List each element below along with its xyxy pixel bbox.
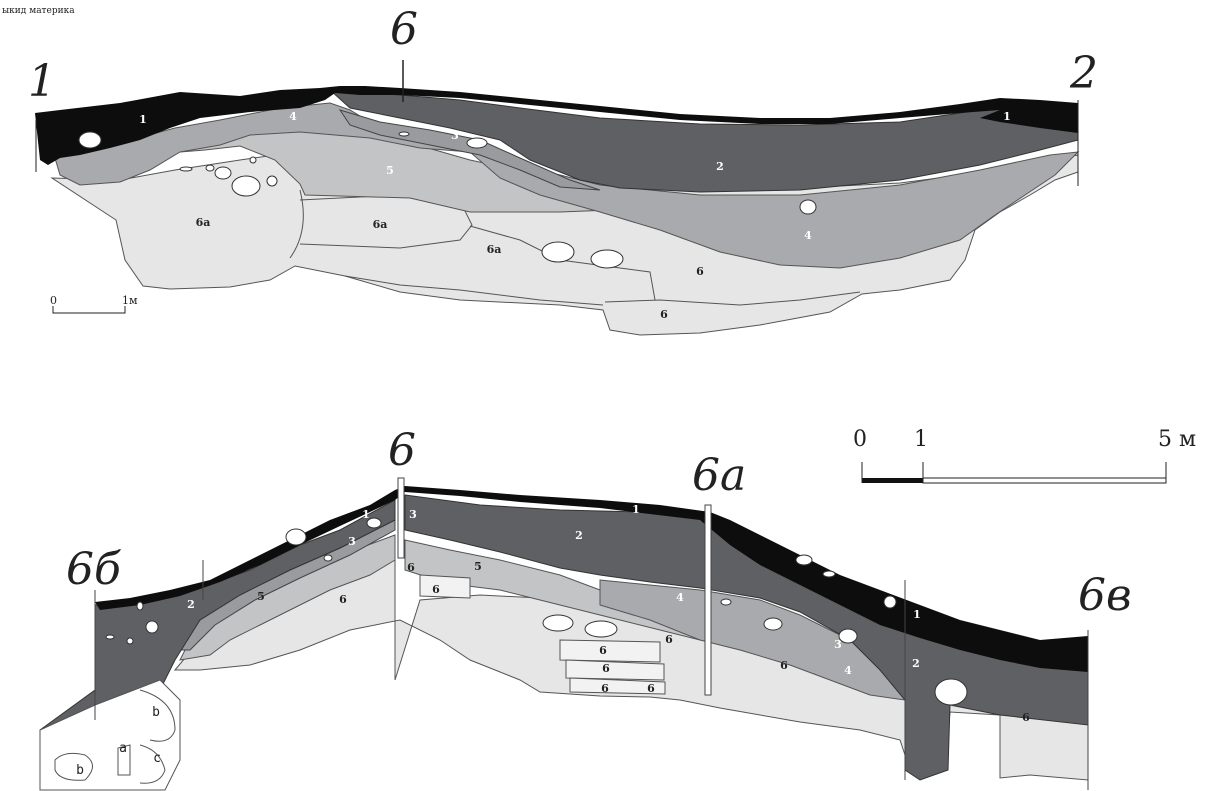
- s2-scale-zero: 0: [853, 427, 867, 452]
- s1-scale-one: 1м: [122, 294, 138, 307]
- layer-2-area: [328, 89, 1079, 193]
- s1-label-6a-1: 6а: [196, 216, 211, 229]
- s2-label-6g: 6: [647, 682, 655, 695]
- s2-label-6c: 6: [432, 583, 440, 596]
- s2-label-6i: 6: [1022, 711, 1030, 724]
- s1-label-2: 2: [716, 160, 724, 173]
- s2-step-bands: [419, 574, 666, 695]
- s2-label-6b: 6: [407, 561, 415, 574]
- pit-label-a: a: [119, 741, 127, 756]
- s1-label-4b: 4: [804, 229, 812, 242]
- s2-label-3b: 3: [348, 535, 356, 548]
- s2-label-2b: 2: [575, 529, 583, 542]
- section-1: 1 6 2 1 1 2 3 4 4 5 6а 6а 6а 6 6 0 1м: [28, 4, 1098, 336]
- s2-label-6j: 6: [601, 682, 609, 695]
- pit-label-b2: b: [76, 763, 84, 778]
- section-1-endpoint-left: 1: [28, 56, 56, 107]
- s2-layer-1-area: [95, 486, 1088, 672]
- s2-layer-4-area: [599, 579, 906, 701]
- section-2-endpoint-left: 6б: [66, 544, 121, 595]
- s2-label-5a: 5: [257, 590, 265, 603]
- s1-label-6a-2: 6а: [373, 218, 388, 231]
- s1-label-1b: 1: [1003, 110, 1011, 123]
- section-2-scale-bar: 0 1 5 м: [853, 427, 1196, 484]
- section-2-endpoint-mid: 6: [388, 425, 416, 476]
- stones: [78, 131, 817, 269]
- top-note: ыкид материка: [2, 6, 75, 16]
- s1-label-1a: 1: [139, 113, 147, 126]
- section-1-endpoint-mid: 6: [390, 4, 418, 55]
- section-2-endpoint-mid2: 6а: [692, 450, 746, 501]
- layer-6a-boundaries: [289, 189, 861, 306]
- s2-cut-lines: [94, 477, 1089, 790]
- section-1-endpoint-right: 2: [1069, 48, 1098, 99]
- section-2-endpoint-right: 6в: [1078, 570, 1132, 621]
- s2-label-2a: 2: [187, 598, 195, 611]
- s1-label-6-2: 6: [660, 308, 668, 321]
- s2-label-5b: 5: [474, 560, 482, 573]
- s2-pit: b a b c: [39, 679, 181, 791]
- s1-scale-zero: 0: [50, 294, 57, 307]
- s2-label-6e: 6: [599, 644, 607, 657]
- s2-label-2c: 2: [912, 657, 920, 670]
- s1-label-6-1: 6: [696, 265, 704, 278]
- section-2: b a b c: [39, 425, 1196, 791]
- s2-label-3c: 3: [834, 638, 842, 651]
- s2-stones: [105, 517, 968, 706]
- s1-label-4a: 4: [289, 110, 297, 123]
- s2-label-4b: 4: [844, 664, 852, 677]
- section-1-scale-bar: 0 1м: [50, 294, 138, 314]
- layer-3-area: [338, 109, 601, 191]
- s2-label-3a: 3: [409, 508, 417, 521]
- s2-scale-five: 5 м: [1158, 427, 1196, 452]
- pit-label-c: c: [153, 751, 161, 766]
- s2-label-6h: 6: [780, 659, 788, 672]
- s2-label-6d: 6: [665, 633, 673, 646]
- s2-label-6f: 6: [602, 662, 610, 675]
- s2-label-4a: 4: [676, 591, 684, 604]
- s2-label-1c: 1: [913, 608, 921, 621]
- layer-1-area: [35, 86, 1078, 165]
- s1-label-6a-3: 6а: [487, 243, 502, 256]
- s1-label-3: 3: [451, 129, 459, 142]
- pit-label-b1: b: [152, 705, 160, 720]
- s2-scale-one: 1: [914, 427, 928, 452]
- s1-label-5: 5: [386, 164, 394, 177]
- s2-label-6a: 6: [339, 593, 347, 606]
- layer-4-area-right: [469, 151, 1080, 269]
- s2-label-1b: 1: [632, 503, 640, 516]
- s2-label-1a: 1: [362, 508, 370, 521]
